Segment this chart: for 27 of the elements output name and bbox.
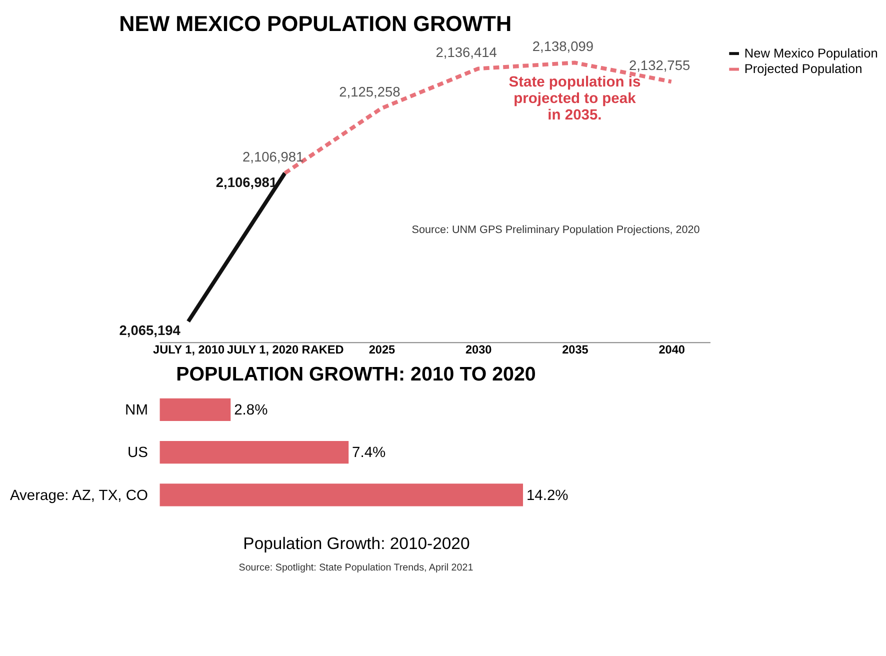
x-tick-label: 2035 bbox=[562, 342, 589, 356]
x-axis-title: Population Growth: 2010-2020 bbox=[243, 534, 470, 554]
chart-title: NEW MEXICO POPULATION GROWTH bbox=[119, 11, 512, 36]
y-tick-label: Average: AZ, TX, CO bbox=[10, 488, 148, 504]
data-label: 2,106,981 bbox=[242, 149, 304, 164]
data-label: 2,106,981 bbox=[216, 174, 278, 190]
data-label: 2,132,755 bbox=[628, 58, 690, 73]
data-label: 2,138,099 bbox=[532, 38, 594, 54]
y-tick-label: US bbox=[127, 445, 148, 462]
x-tick-label: JULY 1, 2020 RAKED bbox=[227, 342, 344, 356]
data-label: 2,125,258 bbox=[339, 84, 401, 100]
chart-title: POPULATION GROWTH: 2010 TO 2020 bbox=[176, 364, 536, 386]
legend-label: Projected Population bbox=[744, 61, 862, 76]
annotation: State population is projected to peak in 2035. bbox=[508, 74, 641, 124]
annotation: Source: UNM GPS Preliminary Population Projections, 2020 bbox=[412, 224, 700, 236]
legend-label: New Mexico Population bbox=[744, 45, 878, 60]
y-tick-label: NM bbox=[125, 402, 148, 419]
x-tick-label: 2040 bbox=[658, 342, 686, 356]
x-tick-label: JULY 1, 2010 bbox=[153, 342, 225, 356]
x-tick-label: 2025 bbox=[368, 342, 396, 356]
data-label: 2,136,414 bbox=[436, 44, 498, 60]
data-label: 7.4% bbox=[352, 445, 386, 462]
data-label: 14.2% bbox=[526, 488, 568, 504]
x-tick-label: 2030 bbox=[465, 342, 492, 356]
data-label: 2,065,194 bbox=[119, 323, 181, 338]
data-label: 2.8% bbox=[234, 402, 268, 419]
source-note: Source: Spotlight: State Population Trends, April 2021 bbox=[238, 562, 474, 574]
